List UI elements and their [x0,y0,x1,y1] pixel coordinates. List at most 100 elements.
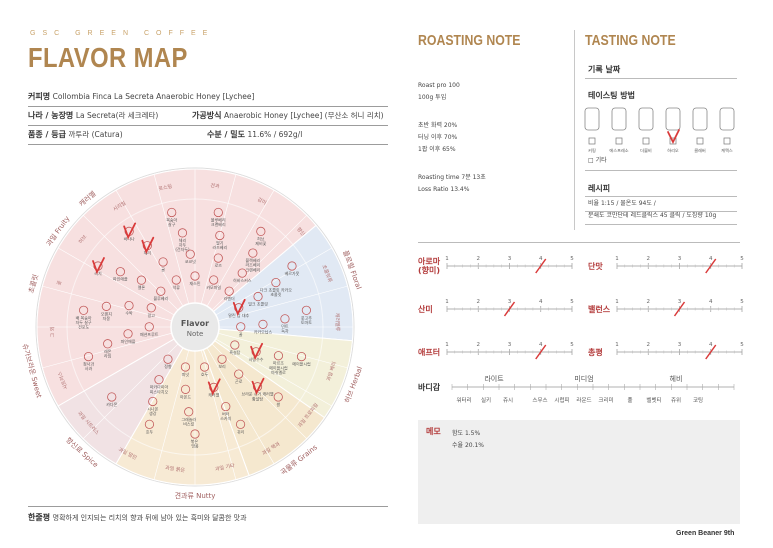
other-option[interactable]: □ 기타 [588,155,607,167]
date-line[interactable] [585,78,737,79]
roasting-line: 1팝 이후 65% [418,146,456,153]
method-icon [638,107,654,131]
origin-row: 나라 / 농장명 La Secreta(라 세크레타) [28,110,228,121]
wheel-spoke [58,338,175,407]
method-label: 하리오 [667,147,679,154]
method-icon [584,107,600,131]
wheel-spoke [211,215,307,311]
checkbox-icon[interactable] [723,137,731,145]
flavor-icon [171,275,181,285]
checkbox-icon[interactable] [588,137,596,145]
flavor-icon [221,401,231,412]
checkbox-icon[interactable] [615,137,623,145]
checkbox-icon[interactable] [696,137,704,145]
wheel-spoke [206,347,275,464]
flavor-icon [256,226,266,236]
flavor-item-label: 말린 감 대추 [228,312,249,318]
check-mark-icon [667,129,680,145]
process-value: Anaerobic Honey [Lychee] (무산소 허니 리치) [224,111,384,120]
wheel-spoke [206,190,275,307]
scale-value-mark [673,301,686,317]
tasting-title: TASTING NOTE [585,32,676,49]
subcategory-label: 꽃 [56,280,63,287]
origin-label: 나라 / 농장명 [28,111,74,120]
flavor-item-label: 흑설탕 [229,349,240,355]
flavor-item-label: 정향 [164,363,172,369]
divider [585,196,737,197]
flavor-icon [180,384,191,394]
flavor-item-label: 카모마일 [206,284,221,290]
scale-tick-label: 5 [570,256,574,262]
flavor-item-label: 풋고추 토마토 [301,315,312,325]
flavor-icon [230,340,240,350]
flavor-icon [101,301,111,311]
flavor-item-label: 파인애플 [121,338,136,344]
wheel-center [170,302,220,352]
flavor-item-label: 레몬 라임 [104,348,112,359]
scale-tick-label: 3 [508,299,512,305]
flavor-item-label: 곤로 [235,379,243,384]
flavor-icon [185,249,195,259]
scale-tick-label: 2 [477,256,481,262]
flavor-item-label: 브라운 슈거 캐러멜 황설탕 [242,391,274,402]
flavor-icon [79,305,89,315]
checkbox-icon[interactable] [642,137,650,145]
roasting-line: Roast pro 100 [418,82,460,89]
subcategory-label: 허브 [77,233,88,245]
method-label: 클레버 [694,147,706,154]
method-icon [692,107,708,131]
method-label: 케멕스 [721,147,733,154]
flavor-icon [123,329,133,339]
method-icon [719,107,735,131]
scale-tick-label: 3 [678,342,682,348]
check-mark-icon [250,342,264,361]
body-item-label: 라운드 [576,396,591,404]
origin-value: La Secreta(라 세크레타) [75,111,159,120]
flavor-item-label: 호두 [146,429,154,434]
flavor-item-label: 망고 [148,312,156,318]
flavor-item-label: 로즈 [215,263,223,268]
flavor-icon [177,228,188,238]
flavor-icon [136,275,147,285]
flavor-icon [248,248,258,258]
wheel-spoke [42,285,172,322]
flavor-item-label: 마르조 메이플시럽 마쉬멜로 [269,360,288,375]
flavor-icon [217,354,227,364]
checkbox-icon[interactable]: □ [588,157,594,164]
wheel-spoke [200,174,237,304]
flavor-icon [199,362,210,372]
flavor-icon [209,275,219,285]
wheel-spoke [153,350,190,480]
roasting-block-2: 초반 화력 20% 터닝 이후 70% 1팝 이후 65% [418,120,457,156]
flavor-item-label: 코코넛 [185,258,196,264]
flavor-item-label: 배 복숭아 자두 살구 건포도 [76,314,92,329]
scale-tick-label: 4 [539,256,543,262]
flavor-icon [124,300,134,311]
memo-label: 메모 [426,427,441,436]
flavor-icon [271,277,281,288]
wheel-spoke [58,247,175,316]
body-item-label: 크리미 [598,396,613,404]
scale-tick-label: 5 [570,342,574,348]
wheel-spoke [215,247,332,316]
flavor-item-label: 메이플시럽 [292,361,311,367]
scale-tick-label: 1 [445,299,449,305]
check-mark-icon [92,257,105,275]
wheel-spoke [153,174,190,304]
check-mark-icon [251,377,265,396]
wheel-spoke [83,215,179,311]
flavor-item-label: 파인애플 [113,276,128,282]
memo-box[interactable]: 메모 함도 1.5% 수율 20.1% [418,420,740,524]
page-title: FLAVOR MAP [28,42,188,73]
scale-tick-label: 1 [615,342,619,348]
scale-tick-label: 3 [678,256,682,262]
roasting-block-1: Roast pro 100 100g 투입 [418,80,460,104]
flavor-item-label: 버터 스카치 [220,411,231,422]
flavor-icon [156,286,166,296]
flavor-icon [190,429,200,439]
subcategory-label: 견과 [210,182,220,190]
flavor-icon [296,352,307,362]
scale-value-mark [535,258,547,274]
